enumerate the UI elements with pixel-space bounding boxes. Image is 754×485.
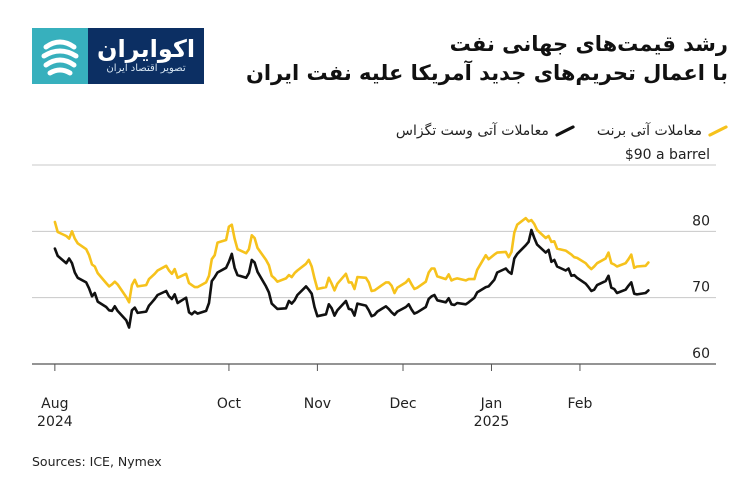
- ecoiran-logo: اکوایران تصویر اقتصاد ایران: [32, 28, 204, 84]
- chart-series: [53, 216, 650, 329]
- wti-futures-line: [53, 228, 650, 329]
- y-axis-tick-labels: $90 a barrel 80 70 60: [625, 147, 710, 362]
- legend-label-wti: معاملات آتی وست تگزاس: [395, 123, 549, 139]
- legend-item-brent: معاملات آتی برنت: [597, 123, 728, 139]
- ecoiran-swirl-icon: [32, 28, 88, 84]
- x-tick-label-feb: Feb: [568, 396, 593, 412]
- logo-tagline: تصویر اقتصاد ایران: [106, 63, 186, 74]
- x-tick-year-2025: 2025: [474, 414, 510, 430]
- y-tick-label-60: 60: [692, 346, 710, 362]
- legend-item-wti: معاملات آتی وست تگزاس: [396, 123, 575, 139]
- chart-title-line-1: رشد قیمت‌های جهانی نفت: [449, 32, 728, 56]
- chart-title: رشد قیمت‌های جهانی نفت با اعمال تحریم‌ها…: [246, 30, 728, 88]
- legend-label-brent: معاملات آتی برنت: [596, 123, 702, 139]
- x-axis: Aug 2024 Oct Nov Dec Jan 2025 Feb: [37, 364, 592, 430]
- x-tick-label-nov: Nov: [304, 396, 331, 412]
- logo-text: اکوایران تصویر اقتصاد ایران: [88, 28, 204, 84]
- legend-swatch-wti: [555, 125, 575, 137]
- chart-title-line-2: با اعمال تحریم‌های جدید آمریکا علیه نفت …: [245, 61, 728, 85]
- chart-gridlines: [32, 164, 716, 365]
- source-note: Sources: ICE, Nymex: [32, 454, 162, 469]
- x-tick-label-dec: Dec: [389, 396, 416, 412]
- y-tick-label-90: $90 a barrel: [625, 147, 710, 163]
- y-tick-label-80: 80: [692, 213, 710, 229]
- brent-futures-line: [53, 216, 650, 304]
- chart-legend: معاملات آتی برنت معاملات آتی وست تگزاس: [396, 123, 728, 139]
- x-tick-year-2024: 2024: [37, 414, 73, 430]
- y-tick-label-70: 70: [692, 280, 710, 296]
- x-tick-label-aug: Aug: [41, 396, 68, 412]
- x-tick-label-jan: Jan: [480, 396, 503, 412]
- legend-swatch-brent: [708, 125, 728, 137]
- logo-name: اکوایران: [96, 35, 196, 63]
- x-tick-label-oct: Oct: [217, 396, 242, 412]
